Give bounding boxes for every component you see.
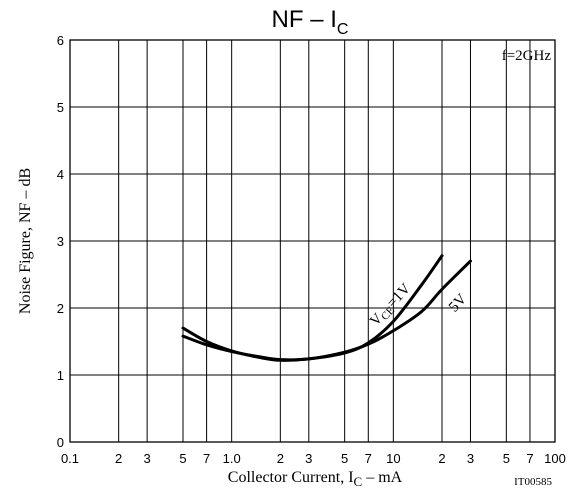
y-tick-label: 5 [57,100,64,115]
x-axis-label-subscript: C [354,474,363,489]
x-axis-label-prefix: Collector Current, I [228,469,354,486]
chart-title-main: NF – I [272,6,337,33]
x-tick-label: 3 [305,451,312,466]
x-axis-label-suffix: – mA [362,469,402,486]
x-tick-label: 7 [365,451,372,466]
grid [70,40,555,442]
x-tick-label: 3 [144,451,151,466]
plot-frame [69,39,556,443]
x-tick-label: 100 [544,451,566,466]
x-tick-label: 2 [277,451,284,466]
x-tick-label: 0.1 [61,451,79,466]
x-tick-label: 2 [438,451,445,466]
x-tick-label: 5 [179,451,186,466]
x-tick-label: 7 [203,451,210,466]
chart-title-subscript: C [337,21,349,38]
series-label-5v: 5V [446,291,470,315]
x-tick-labels: 0.1 2 3 5 7 1.0 2 3 5 7 10 2 3 5 7 100 [61,451,566,466]
frequency-condition: f=2GHz [502,48,552,64]
y-tick-label: 0 [57,435,64,450]
y-tick-label: 2 [57,301,64,316]
y-tick-label: 4 [57,167,64,182]
x-tick-label: 7 [526,451,533,466]
x-axis-label: Collector Current, IC – mA [228,469,403,489]
y-tick-label: 1 [57,368,64,383]
y-tick-label: 6 [57,33,64,48]
y-tick-label: 3 [57,234,64,249]
x-tick-label: 2 [115,451,122,466]
x-tick-label: 5 [341,451,348,466]
x-tick-label: 3 [467,451,474,466]
curves [181,254,472,362]
x-tick-label: 5 [503,451,510,466]
x-tick-label: 1.0 [223,451,241,466]
curve-vce-5v [181,259,472,362]
figure-code: IT00585 [514,476,552,488]
chart-title: NF – IC [272,6,349,38]
x-tick-label: 10 [386,451,400,466]
y-axis-label: Noise Figure, NF – dB [17,168,34,314]
y-tick-labels: 0 1 2 3 4 5 6 [57,33,64,450]
